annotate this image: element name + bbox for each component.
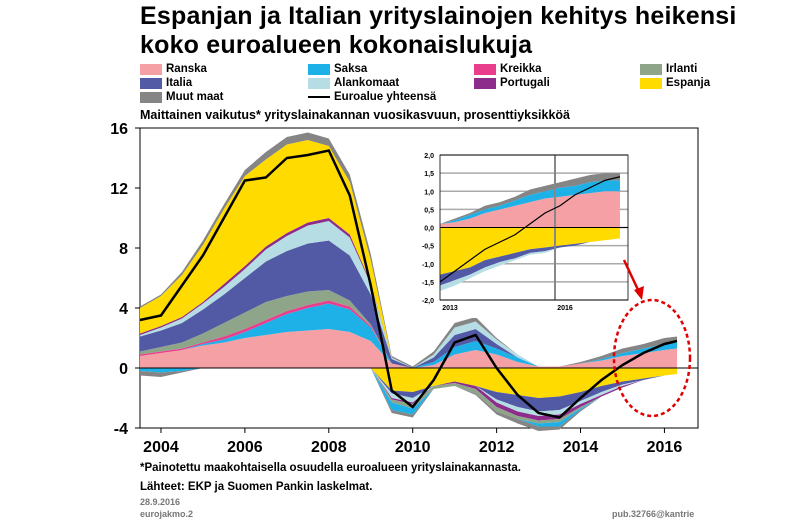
inset-y-tick-label: 2,0	[424, 153, 434, 160]
inset-negative-area-espanja	[440, 227, 620, 275]
inset-positive-area-saksa	[440, 180, 620, 224]
legend-color-swatch	[140, 91, 162, 103]
inset-x-tick-label: 2013	[442, 305, 458, 312]
legend-label: Euroalue yhteensä	[334, 91, 437, 103]
inset-positive-area-muut-maat	[440, 173, 620, 224]
y-tick-label: 12	[110, 181, 128, 198]
x-tick-label: 2016	[647, 439, 683, 456]
y-tick-label: 8	[119, 241, 128, 258]
legend: Ranska Saksa Kreikka Irlanti Italia Alankomaa…	[140, 62, 740, 106]
legend-label: Alankomaat	[334, 77, 400, 89]
inset-positive-area-ranska	[440, 191, 620, 228]
positive-area-saksa	[140, 303, 678, 368]
legend-color-swatch	[474, 77, 496, 89]
x-tick-label: 2006	[227, 439, 263, 456]
legend-item-portugali: Portugali	[474, 76, 550, 90]
y-tick-label: 4	[119, 301, 128, 318]
positive-area-italia	[140, 240, 678, 368]
legend-item-irlanti: Irlanti	[640, 62, 697, 76]
legend-label: Italia	[166, 77, 193, 89]
annotation-arrow-head	[634, 286, 644, 300]
legend-label: Muut maat	[166, 91, 224, 103]
y-tick-label: 0	[119, 361, 128, 378]
inset-y-tick-label: 0,5	[424, 207, 434, 214]
inset-y-tick-label: -1,5	[422, 280, 434, 287]
negative-area-espanja	[140, 368, 678, 398]
legend-label: Espanja	[666, 77, 711, 89]
legend-color-swatch	[640, 77, 662, 89]
legend-item-muut-maat: Muut maat	[140, 90, 224, 104]
inset-x-tick-label: 2016	[557, 305, 573, 312]
main-plot-areas	[140, 132, 678, 431]
x-tick-label: 2014	[563, 439, 599, 456]
date-stamp: 28.9.2016	[140, 497, 181, 507]
legend-label: Portugali	[500, 77, 550, 89]
chart-title: Espanjan ja Italian yrityslainojen kehit…	[140, 2, 780, 60]
inset-total-line	[439, 176, 621, 283]
positive-area-kreikka	[140, 300, 678, 368]
positive-area-espanja	[140, 140, 678, 368]
x-tick-label: 2012	[479, 439, 515, 456]
legend-color-swatch	[308, 63, 330, 75]
inset-y-tick-label: -2,0	[422, 298, 434, 305]
chart-code: pub.32766@kantrie	[612, 509, 695, 519]
legend-color-swatch	[140, 77, 162, 89]
total-line-euroalue	[139, 149, 678, 419]
title-line-2: koko euroalueen kokonaislukuja	[140, 31, 533, 59]
x-tick-label: 2008	[311, 439, 347, 456]
plot-frame	[139, 127, 699, 429]
positive-area-ranska	[140, 329, 678, 368]
legend-color-swatch	[308, 77, 330, 89]
footnote: *Painotettu maakohtaisella osuudella eur…	[140, 462, 521, 474]
legend-label: Irlanti	[666, 63, 698, 75]
annotation-arrow-shaft	[622, 259, 642, 295]
legend-color-swatch	[640, 63, 662, 75]
legend-color-swatch	[474, 63, 496, 75]
legend-label: Saksa	[334, 63, 368, 75]
file-name: eurojakmo.2	[140, 509, 194, 519]
legend-item-espanja: Espanja	[640, 76, 710, 90]
legend-item-euroalue-yhteensä: Euroalue yhteensä	[308, 90, 436, 104]
inset-y-tick-label: 1,0	[424, 189, 434, 196]
y-tick-label: 16	[110, 121, 128, 138]
x-tick-label: 2004	[143, 439, 179, 456]
sources-note: Lähteet: EKP ja Suomen Pankin laskelmat.	[140, 481, 373, 493]
legend-label: Ranska	[166, 63, 207, 75]
annotation-ellipse	[612, 298, 692, 418]
legend-item-italia: Italia	[140, 76, 192, 90]
y-tick-label: -4	[114, 421, 128, 438]
legend-label: Kreikka	[500, 63, 542, 75]
legend-line-swatch	[308, 96, 330, 98]
inset-y-tick-label: 1,5	[424, 171, 434, 178]
chart-subtitle: Maittainen vaikutus* yrityslainakannan v…	[140, 108, 571, 122]
title-line-1: Espanjan ja Italian yrityslainojen kehit…	[140, 2, 737, 30]
legend-item-kreikka: Kreikka	[474, 62, 542, 76]
legend-item-alankomaat: Alankomaat	[308, 76, 399, 90]
inset-frame	[439, 154, 629, 301]
inset-chart: 2,0 1,5 1,0 0,5 0,0 -0,5 -1,0 -1,5 -2,0 2013 2016	[408, 149, 636, 318]
inset-y-tick-label: 0,0	[424, 226, 434, 233]
x-tick-label: 2010	[395, 439, 431, 456]
legend-item-ranska: Ranska	[140, 62, 207, 76]
legend-color-swatch	[140, 63, 162, 75]
positive-area-irlanti	[140, 290, 678, 368]
inset-y-tick-label: -0,5	[422, 244, 434, 251]
negative-area-italia	[140, 368, 678, 412]
inset-y-tick-label: -1,0	[422, 262, 434, 269]
legend-item-saksa: Saksa	[308, 62, 367, 76]
